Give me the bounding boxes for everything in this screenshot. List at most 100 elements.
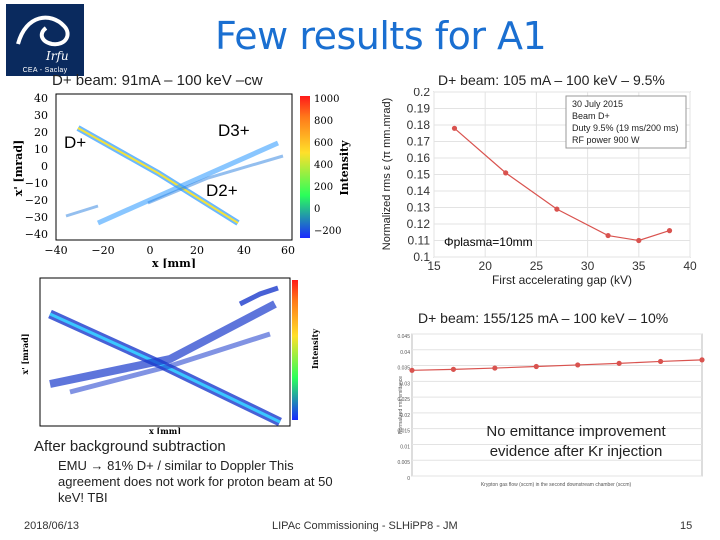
data-point	[451, 125, 458, 131]
y-tick-label: 0.02	[400, 413, 410, 419]
y-axis-label: Normalized rms emittance	[398, 376, 404, 434]
colorbar-tick: 0	[314, 204, 320, 215]
chart-series	[409, 357, 705, 373]
data-point	[699, 357, 705, 363]
y-tick: −20	[25, 194, 48, 207]
x-tick: 60	[281, 244, 295, 257]
data-point	[636, 237, 642, 244]
y-tick-label: 0.045	[397, 334, 410, 340]
data-point	[605, 232, 611, 239]
data-point	[450, 366, 457, 372]
chart-legend-box	[565, 95, 687, 149]
logo-script-text: Irfu	[45, 49, 69, 63]
y-tick: 0	[41, 160, 48, 173]
background-subtracted-plot: x' [mrad] x [mm] Intensity	[20, 277, 320, 434]
page-number: 15	[680, 520, 693, 532]
data-point	[666, 228, 673, 234]
colorbar-tick: 200	[314, 182, 333, 193]
colorbar-tick: 400	[314, 160, 333, 171]
y-axis-label: Normalized rms ε (π mm.mrad)	[381, 98, 393, 250]
colorbar-tick: 800	[314, 116, 333, 127]
panel2-note: EMU → 81% D+ / similar to Doppler This a…	[58, 458, 333, 505]
chart-plot-area	[411, 333, 703, 477]
d3-beamlet	[96, 140, 280, 226]
y-tick-label: 0.015	[397, 429, 410, 435]
y-tick-label: 0.03	[400, 381, 410, 387]
y-tick-label: 0.13	[407, 201, 431, 215]
d-plus-label: D+	[64, 133, 86, 152]
beamlet-tail	[65, 204, 99, 218]
y-tick-label: 0.15	[407, 168, 431, 182]
beamlet-band	[49, 300, 277, 388]
data-point	[575, 362, 581, 368]
slide-title: Few results for A1	[215, 14, 547, 58]
x-tick: 20	[190, 244, 204, 257]
y-tick-label: 0.16	[407, 151, 431, 165]
y-tick: 40	[34, 92, 48, 105]
x-tick-label: 15	[427, 259, 441, 273]
footer-center: LIPAc Commissioning - SLHiPP8 - JM	[272, 520, 458, 532]
x-axis-label: x [mm]	[149, 426, 181, 434]
legend-line: 30 July 2015	[572, 99, 623, 109]
y-tick-label: 0.01	[400, 444, 410, 450]
legend-line: Beam D+	[572, 111, 610, 121]
chart-series	[451, 125, 673, 244]
y-tick: 10	[34, 143, 48, 156]
legend-line: RF power 900 W	[572, 135, 640, 145]
y-tick: 20	[34, 126, 48, 139]
panel2-caption: After background subtraction	[34, 438, 226, 455]
y-tick-label: 0.12	[407, 217, 431, 231]
panel3-caption: D+ beam: 105 mA – 100 keV – 9.5%	[438, 72, 665, 88]
y-tick-label: 0.11	[408, 234, 431, 248]
data-point	[503, 170, 509, 176]
y-tick-label: 0.005	[397, 460, 410, 466]
plasma-annotation: Φplasma=10mm	[444, 235, 533, 249]
data-point	[492, 365, 498, 371]
y-tick-label: 0.19	[407, 102, 431, 116]
footer-date: 2018/06/13	[24, 520, 80, 532]
colorbar-label: Intensity	[338, 140, 351, 196]
x-tick: 40	[237, 244, 251, 257]
y-tick-label: 0.1	[413, 250, 430, 264]
colorbar-tick: −200	[314, 226, 341, 237]
phase-space-plot: 40 30 20 10 0 −10 −20 −30 −40 −40 −20 0 …	[12, 92, 351, 268]
cea-saclay-logo: Irfu CEA - Saclay	[6, 4, 84, 76]
x-tick: −20	[91, 244, 114, 257]
legend-line: Duty 9.5% (19 ms/200 ms)	[572, 123, 679, 133]
logo-text: CEA - Saclay	[22, 67, 68, 74]
y-tick-label: 0	[407, 476, 410, 482]
plot-frame	[55, 93, 293, 241]
panel4-annotation: No emittance improvement evidence after …	[486, 423, 666, 460]
data-point	[409, 367, 415, 373]
series-line	[454, 127, 670, 242]
series-line	[411, 359, 703, 371]
x-tick-label: 25	[530, 259, 544, 273]
colorbar-tick: 1000	[314, 94, 339, 105]
y-tick: 30	[34, 109, 48, 122]
irfu-logo-icon: Irfu	[16, 15, 70, 63]
panel4-caption: D+ beam: 155/125 mA – 100 keV – 10%	[418, 310, 669, 326]
data-point	[554, 206, 560, 212]
x-tick-label: 40	[683, 259, 697, 273]
x-tick: 0	[147, 244, 154, 257]
colorbar-label: Intensity	[310, 329, 320, 369]
x-tick-label: 30	[581, 259, 595, 273]
y-axis-label: x' [mrad]	[20, 333, 30, 374]
y-tick-label: 0.18	[407, 118, 431, 132]
emittance-vs-kr-chart: 0.045 0.04 0.035 0.03 0.025 0.02 0.015 0…	[397, 333, 705, 488]
beamlet-band	[69, 331, 271, 395]
beamlet-band	[238, 285, 279, 307]
y-tick-label: 0.025	[397, 397, 410, 403]
data-point	[533, 363, 539, 370]
colorbar-tick: 600	[314, 138, 333, 149]
y-tick: −40	[25, 228, 48, 241]
plot-frame	[39, 277, 291, 427]
y-tick: −10	[25, 177, 48, 190]
panel1-caption: D+ beam: 91mA – 100 keV –cw	[52, 72, 263, 89]
y-tick-label: 0.17	[407, 135, 431, 149]
emittance-vs-gap-chart: 0.2 0.19 0.18 0.17 0.16 0.15 0.14 0.13 0…	[381, 88, 697, 287]
x-axis-label: Krypton gas flow (sccm) in the second do…	[481, 482, 632, 488]
d3-label: D3+	[218, 121, 250, 140]
y-tick-label: 0.035	[397, 366, 410, 372]
x-tick: −40	[44, 244, 67, 257]
